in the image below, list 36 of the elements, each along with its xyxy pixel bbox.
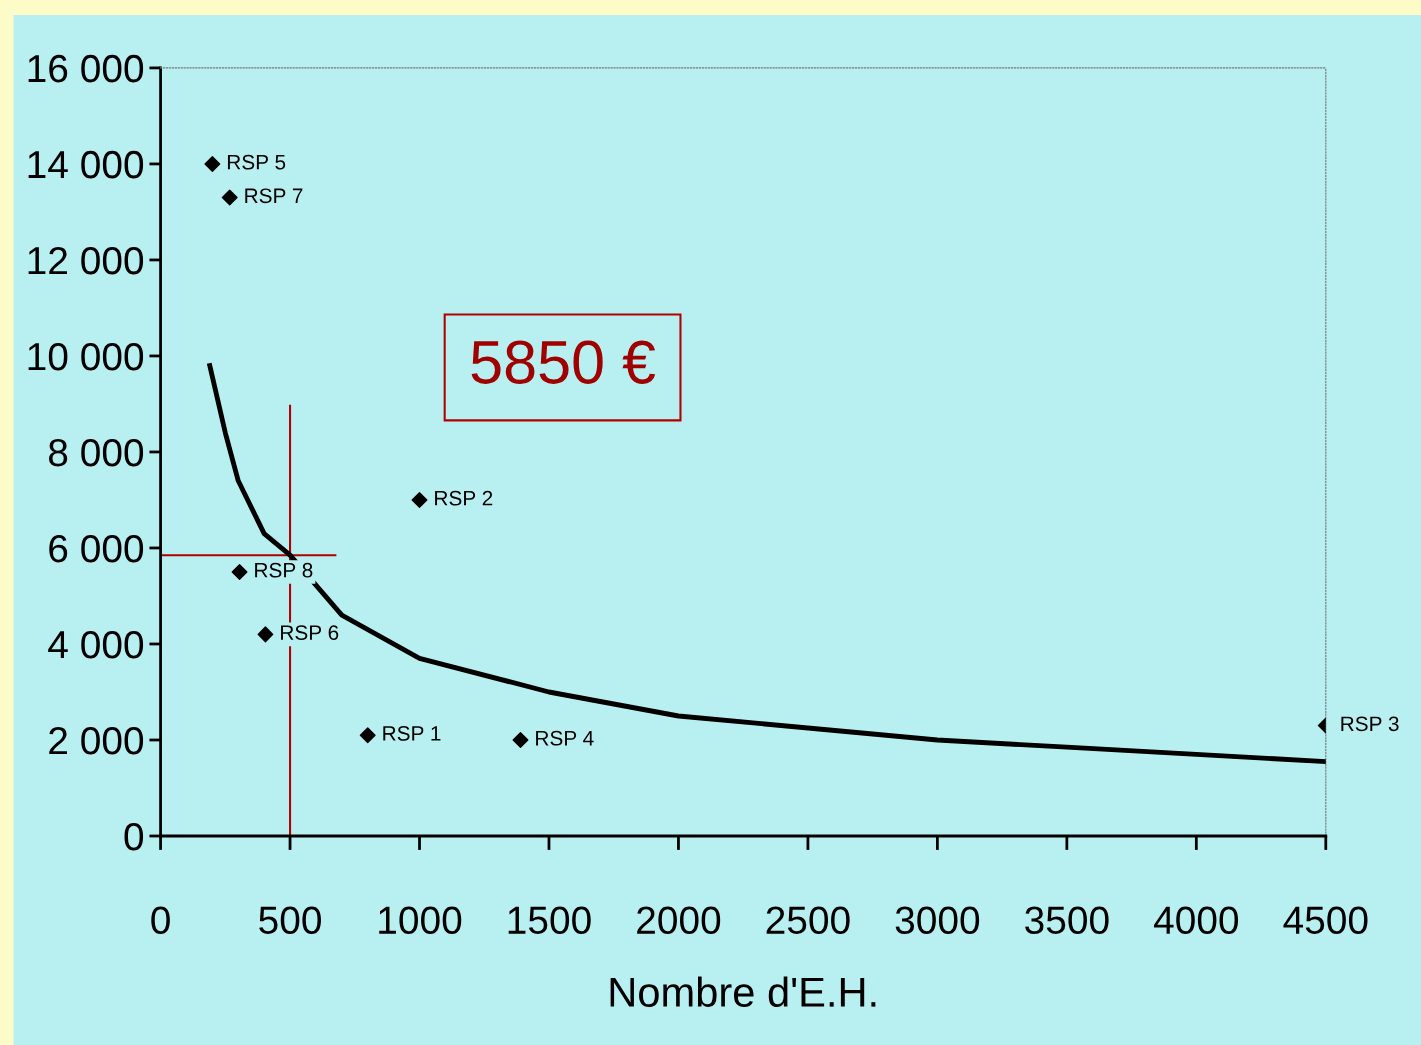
annotation: RSP 3: [1341, 716, 1399, 732]
x-tick-label: 4000: [1153, 906, 1239, 935]
point: [221, 189, 238, 206]
annotation: RSP 5: [227, 154, 286, 170]
point: [512, 732, 529, 748]
y-tick-label: 0: [124, 822, 144, 851]
point: [231, 563, 248, 580]
point: [257, 626, 274, 643]
y-tick-label: 14 000: [28, 150, 144, 179]
annotation: RSP 1: [383, 726, 441, 741]
x-tick-label: 1000: [379, 906, 462, 935]
x-tick-label: 4500: [1283, 906, 1368, 935]
annotation: RSP 8: [255, 562, 313, 578]
y-tick-label: 12 000: [28, 246, 144, 275]
y-tick-label: 4 000: [48, 630, 144, 659]
y-tick-label: 2 000: [49, 726, 144, 755]
annotation: RSP 6: [281, 625, 339, 640]
y-tick-label: 8 000: [48, 438, 144, 467]
y-tick-label: 10 000: [28, 342, 144, 371]
x-tick-label: 1500: [508, 906, 591, 935]
y-tick-label: 16 000: [28, 54, 144, 83]
point: [359, 727, 376, 744]
annotation: RSP 2: [435, 490, 493, 506]
x-tick-label: 3000: [895, 906, 980, 935]
y-tick-label: 6 000: [49, 534, 144, 563]
x-tick-label: 0: [151, 906, 170, 935]
x-tick-label: 2500: [766, 906, 850, 935]
annotation: RSP 4: [536, 730, 594, 746]
annotation: RSP 7: [245, 188, 303, 204]
x-tick-label: 3500: [1025, 906, 1109, 935]
point: [204, 155, 221, 172]
x-tick-label: 500: [259, 906, 321, 935]
point: [411, 491, 428, 508]
x-axis-title: Nombre d'E.H.: [610, 976, 876, 1008]
x-tick-label: 2000: [637, 906, 721, 935]
annotation: 5850 €: [471, 340, 656, 384]
